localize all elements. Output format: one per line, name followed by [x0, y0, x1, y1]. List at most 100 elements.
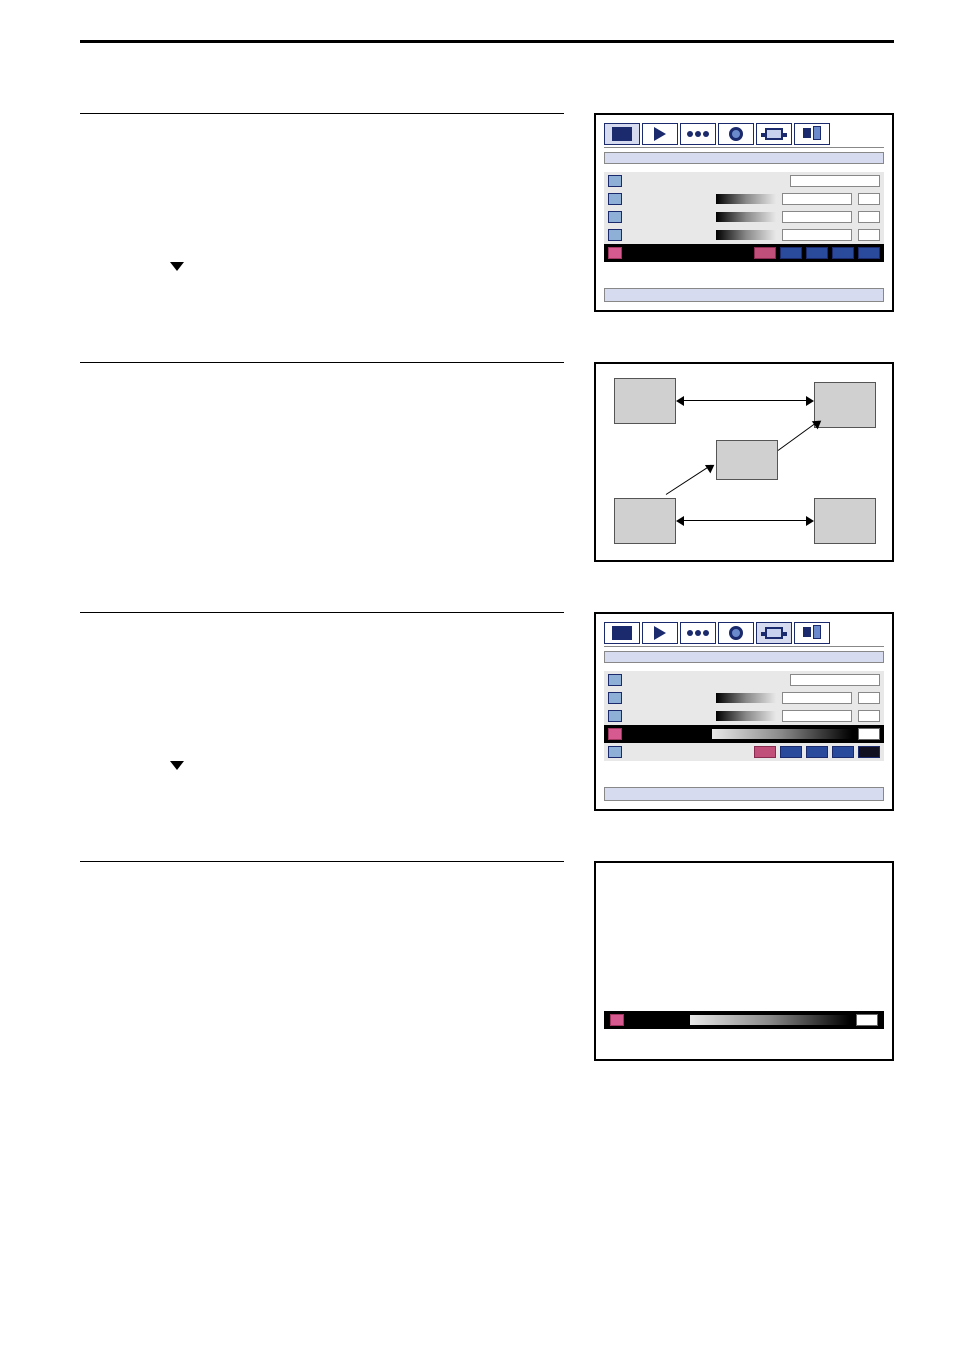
display-icon	[765, 128, 783, 140]
preset-button[interactable]	[780, 746, 802, 758]
tab-ring[interactable]	[718, 622, 754, 644]
row-icon	[608, 175, 622, 187]
value-field[interactable]	[782, 193, 852, 205]
section-1	[80, 113, 894, 312]
subbar	[604, 651, 884, 663]
arrow-head-icon	[676, 516, 684, 526]
value-field[interactable]	[790, 175, 880, 187]
row-icon	[608, 710, 622, 722]
preset-button[interactable]	[806, 247, 828, 259]
slider-track[interactable]	[716, 693, 776, 703]
tab-controls[interactable]	[794, 622, 830, 644]
preset-buttons	[754, 247, 880, 259]
menu-row-selected[interactable]	[604, 725, 884, 743]
row-icon	[610, 1014, 624, 1026]
preset-button[interactable]	[832, 746, 854, 758]
slider-row[interactable]	[604, 1011, 884, 1029]
preset-button[interactable]	[780, 247, 802, 259]
menu-row[interactable]	[604, 208, 884, 226]
tab-screen[interactable]	[604, 123, 640, 145]
row-icon	[608, 247, 622, 259]
preset-button[interactable]	[754, 247, 776, 259]
section-3	[80, 612, 894, 811]
row-icon	[608, 728, 622, 740]
menu-row[interactable]	[604, 172, 884, 190]
value-field[interactable]	[782, 710, 852, 722]
tab-play[interactable]	[642, 123, 678, 145]
tabbar	[604, 123, 884, 148]
value-field[interactable]	[790, 674, 880, 686]
controls-icon	[803, 627, 821, 639]
menu-row-selected[interactable]	[604, 244, 884, 262]
screen-icon	[612, 626, 632, 640]
slider-track[interactable]	[716, 212, 776, 222]
tab-color[interactable]	[680, 622, 716, 644]
display-icon	[765, 627, 783, 639]
ring-icon	[729, 127, 743, 141]
slider-track[interactable]	[716, 194, 776, 204]
preset-buttons	[754, 746, 880, 758]
preset-button[interactable]	[858, 746, 880, 758]
tab-color[interactable]	[680, 123, 716, 145]
section-4-rule	[80, 861, 564, 862]
arrow-head-icon	[806, 396, 814, 406]
row-icon	[608, 229, 622, 241]
play-icon	[654, 127, 666, 141]
value-field[interactable]	[858, 710, 880, 722]
diagram-node	[814, 498, 876, 544]
preset-button[interactable]	[858, 247, 880, 259]
value-field[interactable]	[782, 692, 852, 704]
menu-row[interactable]	[604, 743, 884, 761]
tab-play[interactable]	[642, 622, 678, 644]
diagram-node	[716, 440, 778, 480]
diagram-node	[614, 378, 676, 424]
preset-button[interactable]	[806, 746, 828, 758]
arrow-head-icon	[676, 396, 684, 406]
value-field[interactable]	[858, 229, 880, 241]
footer-bar	[604, 787, 884, 801]
menu-row[interactable]	[604, 226, 884, 244]
keystone-diagram	[594, 362, 894, 562]
tab-screen[interactable]	[604, 622, 640, 644]
controls-icon	[803, 128, 821, 140]
footer-bar	[604, 288, 884, 302]
value-field[interactable]	[856, 1014, 878, 1026]
menu-screenshot-1	[594, 113, 894, 312]
preset-button[interactable]	[832, 247, 854, 259]
tabbar	[604, 622, 884, 647]
diagram-node	[814, 382, 876, 428]
value-field[interactable]	[858, 692, 880, 704]
preset-button[interactable]	[754, 746, 776, 758]
value-field[interactable]	[782, 229, 852, 241]
color-icon	[687, 630, 709, 636]
row-icon	[608, 746, 622, 758]
chevron-down-icon	[170, 262, 184, 271]
value-field[interactable]	[782, 211, 852, 223]
slider-track[interactable]	[716, 230, 776, 240]
slider-track[interactable]	[712, 729, 852, 739]
section-2-rule	[80, 362, 564, 363]
play-icon	[654, 626, 666, 640]
menu-row[interactable]	[604, 689, 884, 707]
tab-display[interactable]	[756, 622, 792, 644]
tab-controls[interactable]	[794, 123, 830, 145]
slider-screenshot	[594, 861, 894, 1061]
value-field[interactable]	[858, 193, 880, 205]
slider-track[interactable]	[716, 711, 776, 721]
value-field[interactable]	[858, 211, 880, 223]
value-field[interactable]	[858, 728, 880, 740]
tab-display[interactable]	[756, 123, 792, 145]
section-3-rule	[80, 612, 564, 613]
screen-icon	[612, 127, 632, 141]
menu-row[interactable]	[604, 190, 884, 208]
row-icon	[608, 193, 622, 205]
chevron-down-icon	[170, 761, 184, 770]
subbar	[604, 152, 884, 164]
menu-rows	[604, 671, 884, 761]
ring-icon	[729, 626, 743, 640]
tab-ring[interactable]	[718, 123, 754, 145]
slider-track[interactable]	[690, 1015, 850, 1025]
menu-row[interactable]	[604, 707, 884, 725]
page-rule	[80, 40, 894, 43]
menu-row[interactable]	[604, 671, 884, 689]
